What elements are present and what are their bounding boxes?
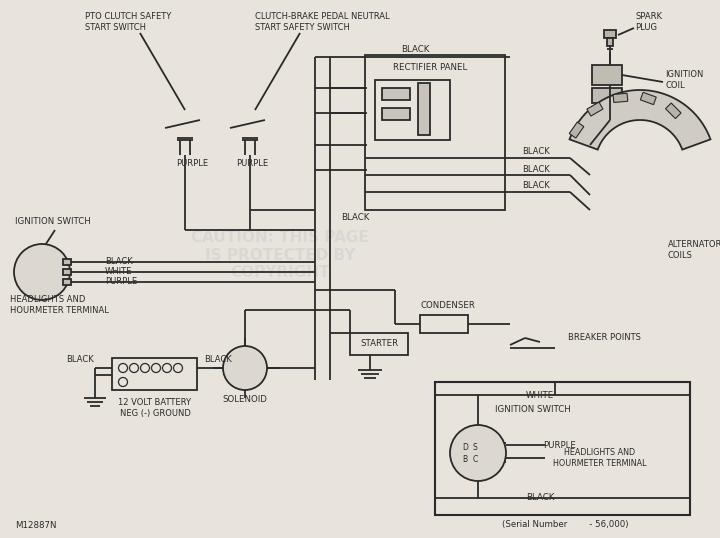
Text: BLACK: BLACK [401, 46, 429, 54]
Bar [469, 440, 477, 446]
Text: PURPLE: PURPLE [236, 159, 268, 167]
Bar [365, 55, 505, 210]
Text: SOLENOID: SOLENOID [222, 395, 267, 405]
Bar [604, 30, 616, 38]
Text: BLACK: BLACK [105, 258, 132, 266]
Text: BLACK: BLACK [66, 356, 94, 365]
Text: B: B [462, 456, 467, 464]
Text: BLACK: BLACK [522, 165, 550, 173]
Circle shape [450, 425, 506, 481]
Bar [592, 65, 622, 85]
Bar [607, 38, 613, 46]
Polygon shape [570, 90, 711, 150]
Circle shape [223, 346, 267, 390]
Text: BLACK: BLACK [204, 356, 232, 365]
Text: WHITE: WHITE [526, 391, 554, 400]
Text: RECTIFIER PANEL: RECTIFIER PANEL [393, 63, 467, 73]
Text: (Serial Number        - 56,000): (Serial Number - 56,000) [502, 520, 629, 529]
Text: D: D [462, 442, 468, 451]
Text: BLACK: BLACK [522, 147, 550, 157]
Text: CLUTCH-BRAKE PEDAL NEUTRAL
START SAFETY SWITCH: CLUTCH-BRAKE PEDAL NEUTRAL START SAFETY … [255, 12, 390, 32]
Text: S: S [472, 442, 477, 451]
Text: BLACK: BLACK [526, 493, 554, 502]
Bar [112, 358, 197, 390]
Bar [469, 459, 477, 465]
Bar [63, 269, 71, 275]
Bar [665, 103, 681, 118]
Bar [375, 80, 450, 140]
Text: PURPLE: PURPLE [544, 441, 577, 450]
Text: BREAKER POINTS: BREAKER POINTS [568, 332, 641, 342]
Bar [592, 88, 622, 103]
Bar [63, 279, 71, 285]
Text: STARTER: STARTER [360, 339, 398, 349]
Bar [63, 259, 71, 265]
Text: ALTERNATOR
COILS: ALTERNATOR COILS [668, 240, 720, 260]
Text: CONDENSER: CONDENSER [420, 301, 475, 309]
Circle shape [14, 244, 70, 300]
Text: CAUTION: THIS PAGE
IS PROTECTED BY
COPYRIGHT: CAUTION: THIS PAGE IS PROTECTED BY COPYR… [192, 230, 369, 280]
Text: HEADLIGHTS AND
HOURMETER TERMINAL: HEADLIGHTS AND HOURMETER TERMINAL [10, 295, 109, 315]
Text: PTO CLUTCH SAFETY
START SWITCH: PTO CLUTCH SAFETY START SWITCH [85, 12, 171, 32]
Bar [420, 315, 468, 333]
Text: SPARK
PLUG: SPARK PLUG [635, 12, 662, 32]
Bar [469, 450, 477, 456]
Text: PURPLE: PURPLE [176, 159, 208, 167]
Bar [382, 88, 410, 100]
Bar [435, 382, 690, 515]
Text: BLACK: BLACK [341, 214, 369, 223]
Bar [350, 333, 408, 355]
Bar [587, 102, 603, 116]
Bar [570, 122, 584, 138]
Text: C: C [472, 456, 477, 464]
Text: 12 VOLT BATTERY
NEG (-) GROUND: 12 VOLT BATTERY NEG (-) GROUND [119, 398, 192, 417]
Text: BLACK: BLACK [522, 181, 550, 190]
Text: IGNITION SWITCH: IGNITION SWITCH [495, 406, 571, 414]
Text: PURPLE: PURPLE [105, 278, 137, 287]
Bar [613, 93, 628, 102]
Text: IGNITION
COIL: IGNITION COIL [665, 70, 703, 90]
Bar [382, 108, 410, 120]
Text: IGNITION SWITCH: IGNITION SWITCH [15, 217, 91, 226]
Bar [418, 83, 430, 135]
Text: M12887N: M12887N [15, 520, 56, 529]
Text: WHITE: WHITE [105, 267, 132, 277]
Bar [640, 93, 656, 104]
Text: HEADLIGHTS AND
HOURMETER TERMINAL: HEADLIGHTS AND HOURMETER TERMINAL [553, 448, 647, 468]
